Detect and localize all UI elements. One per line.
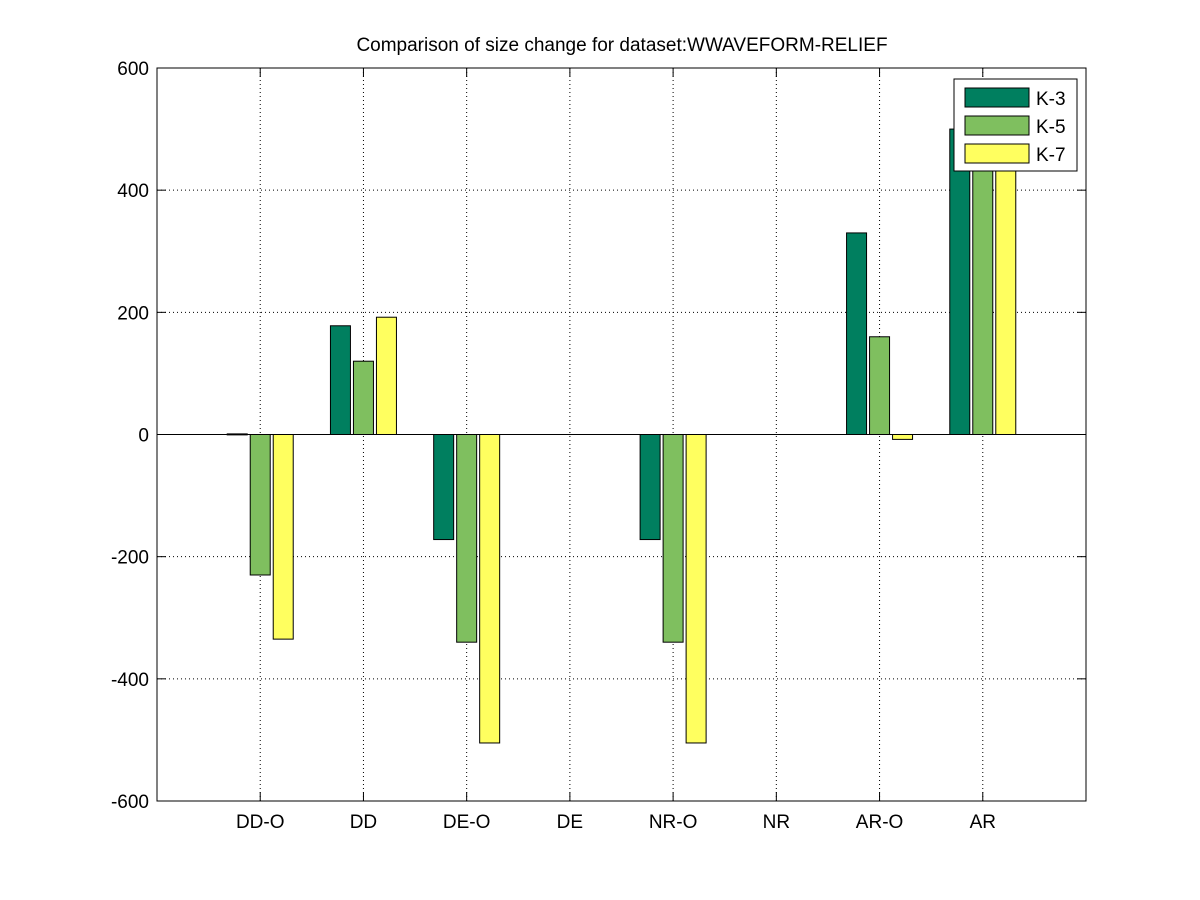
- bar: [869, 336, 891, 435]
- chart-title: Comparison of size change for dataset:WW…: [356, 35, 887, 56]
- bar: [972, 128, 994, 435]
- legend-label: K-3: [1036, 89, 1066, 110]
- bar: [685, 434, 707, 744]
- legend-label: K-7: [1036, 145, 1066, 166]
- x-tick-label: AR: [970, 812, 996, 833]
- x-tick-label: NR-O: [649, 812, 698, 833]
- bar: [352, 360, 374, 436]
- legend-swatch: [964, 87, 1030, 108]
- y-tick-label: -600: [111, 792, 149, 813]
- y-tick-label: -200: [111, 548, 149, 569]
- x-tick-label: DD-O: [236, 812, 285, 833]
- x-tick-label: DE: [557, 812, 583, 833]
- x-tick-label: AR-O: [856, 812, 904, 833]
- y-tick-label: -400: [111, 670, 149, 691]
- legend-swatch: [964, 115, 1030, 136]
- x-tick-label: NR: [763, 812, 790, 833]
- legend-label: K-5: [1036, 117, 1066, 138]
- bar: [456, 434, 478, 643]
- bar: [639, 434, 661, 541]
- bar: [995, 128, 1017, 435]
- y-tick-label: 600: [117, 59, 149, 80]
- bar: [662, 434, 684, 643]
- x-tick-label: DE-O: [443, 812, 491, 833]
- x-tick-label: DD: [350, 812, 377, 833]
- bar: [249, 434, 271, 576]
- bar: [892, 434, 914, 440]
- y-tick-label: 0: [138, 426, 149, 447]
- bar: [479, 434, 501, 744]
- bar: [949, 128, 971, 435]
- bar: [272, 434, 294, 640]
- bar: [329, 325, 351, 435]
- bar: [433, 434, 455, 541]
- plot-area: -600 -400 -200 0 200 400 600 DD-O DD DE-O DE NR-O NR…: [111, 59, 1087, 833]
- y-tick-label: 400: [117, 181, 149, 202]
- bar: [846, 232, 868, 435]
- y-tick-label: 200: [117, 303, 149, 324]
- legend-swatch: [964, 143, 1030, 164]
- bar: [375, 316, 397, 435]
